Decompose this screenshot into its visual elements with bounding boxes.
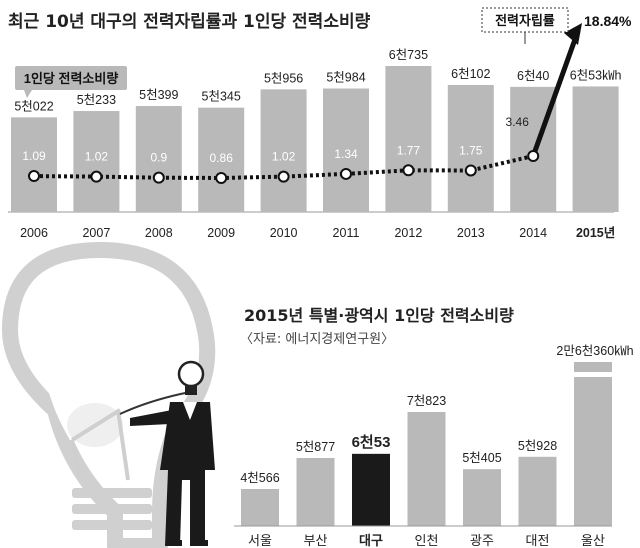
chart1-category-9: 2015년 — [576, 226, 615, 240]
chart2-category-3: 인천 — [415, 533, 439, 548]
chart1-bar-5 — [323, 88, 369, 212]
chart1-category-7: 2013 — [457, 226, 485, 240]
chart1-category-2: 2008 — [145, 226, 173, 240]
chart1-bar-label-0: 5천022 — [14, 98, 53, 113]
chart1-bar-label-6: 6천735 — [389, 47, 428, 62]
chart2-bar-label-4: 5천405 — [462, 450, 501, 465]
chart1-line-path — [33, 154, 534, 181]
chart1-legend-bars-label: 1인당 전력소비량 — [24, 71, 119, 86]
chart1-line-label-1: 1.02 — [85, 150, 109, 164]
chart1-arrow-head — [564, 23, 582, 45]
chart1-legend-line-label: 전력자립률 — [495, 13, 555, 28]
chart2-category-1: 부산 — [304, 533, 328, 548]
small-bulb-base — [185, 385, 197, 395]
chart1-bar-label-8: 6천40 — [517, 68, 549, 83]
chart2-title: 2015년 특별·광역시 1인당 전력소비량 — [244, 306, 514, 325]
chart1-legend-line: 전력자립률 — [481, 7, 569, 44]
chart1-line-point-2 — [152, 171, 165, 184]
chart1-line-label-0: 1.09 — [22, 149, 46, 163]
chart1-line-point-8 — [527, 150, 540, 162]
chart2-bar-2 — [352, 453, 390, 526]
chart1-svg: 5천022 2006 5천233 2007 5천399 2008 5천345 2009 5천95… — [8, 7, 632, 240]
bulb-base-ring-2 — [72, 520, 152, 530]
chart2-bar-0 — [241, 488, 279, 526]
chart1-category-8: 2014 — [519, 226, 547, 240]
chart2-bar-5 — [518, 456, 557, 526]
chart1-bar-0 — [11, 117, 57, 212]
man-arm — [130, 410, 172, 426]
chart1-line-point-7 — [464, 164, 477, 177]
chart1-line-point-1 — [90, 170, 103, 183]
chart1-line-label-5: 1.34 — [334, 147, 358, 161]
chart1-title: 최근 10년 대구의 전력자립률과 1인당 전력소비량 — [8, 12, 371, 32]
bulb-base-ring-0 — [72, 488, 152, 498]
chart1-bar-1 — [73, 111, 120, 212]
chart1-legend-bars: 1인당 전력소비량 — [15, 66, 127, 98]
chart1-line-label-2: 0.9 — [150, 151, 167, 165]
chart2-bar-label-6: 2만6천360㎾h — [556, 343, 633, 358]
chart2-category-4: 광주 — [470, 533, 494, 548]
chart1-category-4: 2010 — [270, 226, 298, 240]
chart1-category-1: 2007 — [82, 226, 110, 240]
chart1-bar-label-9: 6천53㎾h — [570, 67, 622, 82]
chart2-bar-4 — [463, 469, 501, 526]
chart2-bar-label-5: 5천928 — [518, 438, 557, 453]
chart1-category-6: 2012 — [394, 226, 422, 240]
chart1-trend-arrow — [530, 30, 581, 157]
chart2-bar-label-2: 6천53 — [352, 433, 391, 451]
man-body — [160, 402, 215, 546]
chart1-line-point-0 — [28, 170, 40, 183]
chart1-line-point-4 — [277, 170, 290, 183]
chart2-category-2: 대구 — [359, 533, 383, 548]
chart1-line-point-5 — [340, 167, 352, 180]
chart1-bar-4 — [260, 89, 307, 212]
chart1-bar-label-3: 5천345 — [202, 89, 241, 104]
bulb-base-ring-1 — [72, 504, 152, 514]
chart1-category-0: 2006 — [20, 226, 48, 240]
chart2-bar-3 — [407, 412, 446, 526]
chart1-line-label-3: 0.86 — [210, 151, 234, 165]
chart1-line-label-6: 1.77 — [397, 143, 421, 157]
chart2-category-5: 대전 — [526, 533, 550, 548]
chart2-category-0: 서울 — [248, 533, 272, 548]
chart1-bar-6 — [385, 66, 432, 212]
chart2-bar-1 — [296, 457, 335, 526]
chart1-bar-7 — [447, 84, 494, 212]
chart1-line-label-4: 1.02 — [272, 150, 296, 164]
chart1-line-label-7: 1.75 — [459, 143, 483, 157]
chart1-line-point-3 — [215, 172, 228, 184]
chart2-bar-label-3: 7천823 — [407, 393, 446, 408]
chart1-bar-label-7: 6천102 — [451, 66, 490, 81]
chart1-category-5: 2011 — [333, 226, 360, 240]
chart1-bar-2 — [135, 106, 182, 212]
chart2-source: 〈자료: 에너지경제연구원〉 — [240, 332, 395, 347]
wire — [119, 391, 191, 415]
man-shirt — [183, 402, 197, 420]
chart2-axis-break — [573, 372, 613, 377]
chart2-bar-label-1: 5천877 — [296, 439, 335, 454]
chart1-bar-label-4: 5천956 — [264, 70, 303, 85]
chart1-line-label-9: 18.84% — [584, 13, 632, 29]
chart2-category-6: 울산 — [581, 533, 605, 548]
chart2-bar-6 — [574, 362, 612, 526]
chart1-line-point-6 — [402, 164, 415, 177]
chart1-bar-label-5: 5천984 — [326, 70, 365, 85]
big-bulb-inner — [40, 270, 186, 440]
chart1-bar-label-2: 5천399 — [139, 87, 178, 102]
chart1-bar-9 — [572, 86, 619, 212]
bulb-filament — [70, 408, 130, 481]
chart1-category-3: 2009 — [207, 226, 235, 240]
chart1-line-label-8: 3.46 — [506, 115, 530, 129]
chart1-bar-label-1: 5천233 — [77, 92, 116, 107]
chart1-bar-3 — [198, 107, 245, 212]
chart2-bar-label-0: 4천566 — [240, 470, 279, 485]
